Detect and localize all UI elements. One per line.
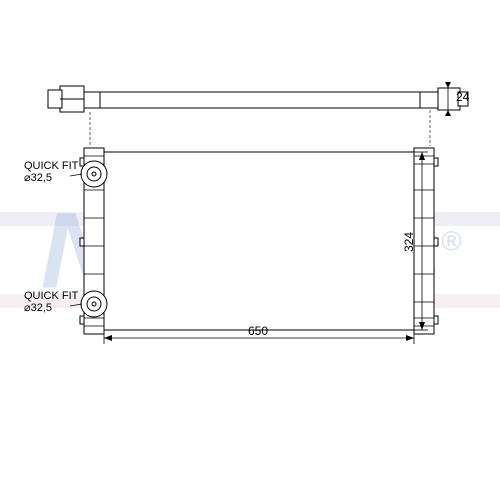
dim-height-label: 324	[402, 232, 416, 252]
port-top	[81, 161, 107, 187]
front-view	[80, 148, 438, 334]
label-quickfit-bottom: QUICK FIT ⌀32,5	[24, 290, 78, 314]
dim-top-label: 24	[456, 90, 469, 104]
projection-lines	[90, 110, 430, 146]
top-view	[48, 86, 468, 112]
quickfit-bottom-line1: QUICK FIT	[24, 290, 78, 302]
quickfit-top-line2: ⌀32,5	[24, 172, 78, 184]
technical-drawing	[0, 0, 500, 500]
quickfit-top-line1: QUICK FIT	[24, 160, 78, 172]
dim-width-label: 650	[248, 324, 268, 338]
label-quickfit-top: QUICK FIT ⌀32,5	[24, 160, 78, 184]
quickfit-bottom-line2: ⌀32,5	[24, 302, 78, 314]
port-bottom	[81, 291, 107, 317]
